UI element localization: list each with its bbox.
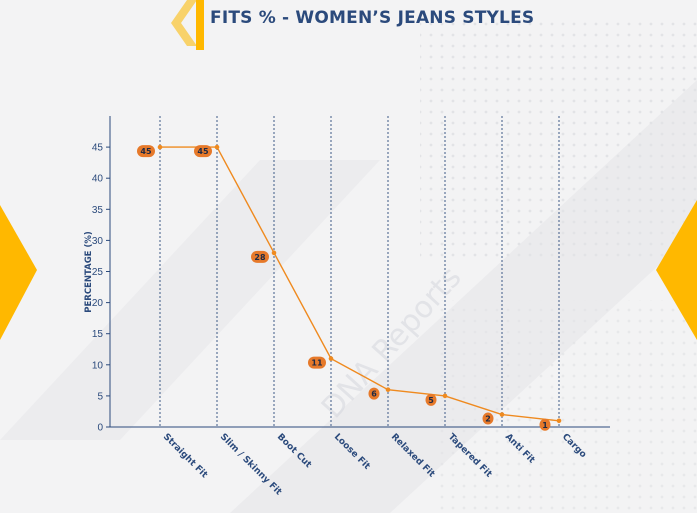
diagonal-band-shape — [0, 160, 380, 440]
right-accent-triangle — [656, 200, 697, 340]
y-tick-label: 5 — [97, 391, 103, 402]
title-chevron-icon — [171, 0, 197, 46]
x-tick-label: Anti Fit — [503, 432, 537, 466]
x-tick-label: Loose Fit — [332, 432, 372, 472]
x-tick-label: Straight Fit — [161, 432, 210, 481]
data-point — [271, 250, 277, 256]
title-accent-bar — [196, 0, 204, 50]
x-tick-label: Tapered Fit — [446, 432, 494, 480]
data-label-badge — [425, 393, 437, 406]
data-point — [385, 387, 391, 392]
chart-title: FITS % - WOMEN’S JEANS STYLES — [210, 8, 535, 28]
data-label-badge — [308, 356, 326, 369]
x-tick-label: Relaxed Fit — [389, 432, 437, 480]
data-point — [556, 418, 562, 424]
data-label: 1 — [542, 421, 548, 430]
y-tick-label: 20 — [92, 298, 104, 309]
data-label: 45 — [140, 147, 152, 156]
data-label: 6 — [371, 390, 377, 399]
data-point — [214, 144, 220, 150]
data-label: 28 — [254, 253, 266, 262]
data-label-badge — [539, 418, 551, 431]
data-point — [442, 393, 448, 399]
x-tick-label: Slim / Skinny Fit — [218, 432, 284, 498]
data-label-badge — [482, 412, 494, 425]
y-axis-title: PERCENTAGE (%) — [84, 231, 94, 313]
data-point — [328, 356, 334, 361]
y-tick-label: 45 — [92, 143, 104, 154]
y-tick-label: 10 — [92, 360, 104, 371]
left-accent-triangle — [0, 205, 37, 340]
y-tick-label: 40 — [92, 174, 104, 185]
series-line — [160, 146, 560, 422]
data-label-badge — [368, 387, 380, 400]
dot-pattern — [440, 300, 697, 513]
y-tick-label: 30 — [92, 236, 104, 247]
data-label-badge — [251, 250, 269, 263]
y-tick-label: 15 — [92, 329, 104, 340]
x-tick-label: Cargo — [560, 432, 588, 460]
y-tick-label: 25 — [92, 267, 104, 278]
data-label: 2 — [485, 415, 491, 424]
data-point — [157, 144, 163, 150]
x-tick-label: Boot Cut — [275, 432, 314, 471]
data-label: 11 — [311, 359, 323, 368]
data-label: 45 — [197, 147, 209, 156]
data-point — [499, 412, 505, 417]
data-label-badge — [137, 145, 155, 158]
data-label: 5 — [428, 396, 434, 405]
y-tick-label: 35 — [92, 205, 104, 216]
y-tick-label: 0 — [97, 423, 103, 434]
data-label-badge — [194, 145, 212, 158]
